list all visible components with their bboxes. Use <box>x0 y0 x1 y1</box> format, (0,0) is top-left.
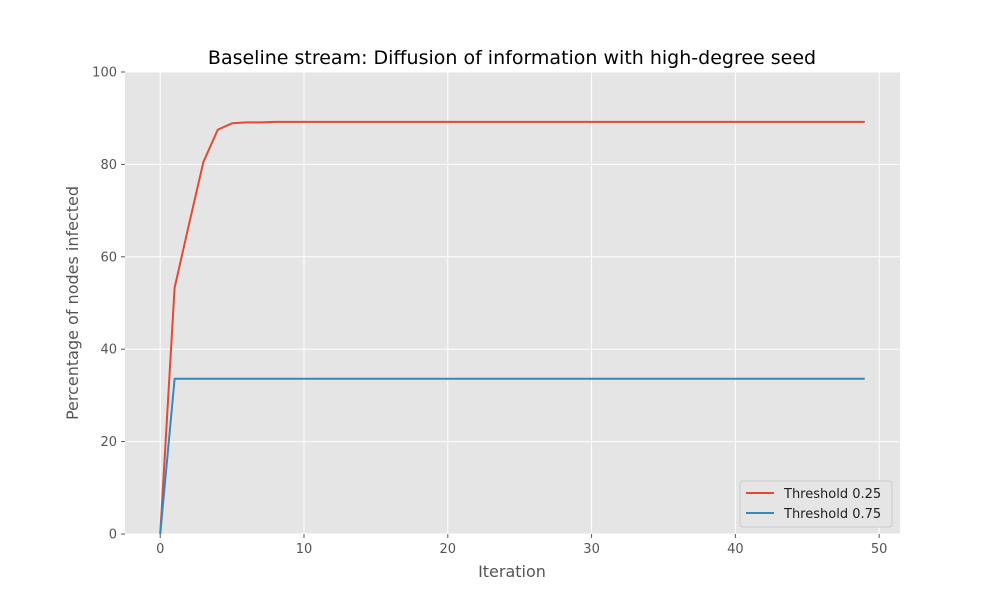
x-tick-label: 20 <box>440 542 457 557</box>
x-tick-label: 50 <box>871 542 888 557</box>
series-line-threshold-0-75 <box>159 377 865 535</box>
grid-lines <box>125 71 900 535</box>
y-axis-label: Percentage of nodes infected <box>63 186 82 420</box>
series-line-threshold-0-25 <box>159 120 865 535</box>
legend-label-threshold-075: Threshold 0.75 <box>783 507 881 522</box>
plot-area <box>125 72 900 534</box>
x-tick-label: 30 <box>583 542 600 557</box>
legend-box <box>739 480 893 528</box>
legend: Threshold 0.25 Threshold 0.75 <box>739 480 893 528</box>
chart-title: Baseline stream: Diffusion of informatio… <box>208 47 816 69</box>
legend-label-threshold-025: Threshold 0.25 <box>783 487 881 502</box>
y-tick-label: 20 <box>100 435 117 450</box>
x-tick-label: 10 <box>296 542 313 557</box>
y-tick-label: 0 <box>109 528 117 543</box>
y-tick-label: 80 <box>100 158 117 173</box>
y-tick-label: 40 <box>100 343 117 358</box>
y-tick-label: 100 <box>92 66 117 81</box>
x-tick-label: 0 <box>156 542 164 557</box>
series-layer <box>159 120 865 535</box>
x-axis-label: Iteration <box>478 562 546 581</box>
x-tick-label: 40 <box>727 542 744 557</box>
axis-ticks: 0 10 20 30 40 50 0 20 40 60 80 100 <box>92 66 887 558</box>
y-tick-label: 60 <box>100 250 117 265</box>
